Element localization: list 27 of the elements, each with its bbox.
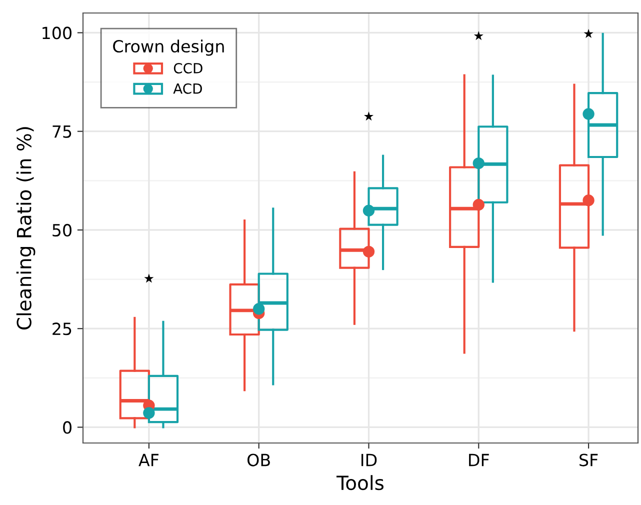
y-axis-title: Cleaning Ratio (in %) (16, 127, 36, 330)
annotation: ★ (584, 28, 594, 38)
point (472, 157, 484, 170)
y-tick-label: 25 (52, 322, 72, 336)
legend-label: ACD (173, 83, 202, 94)
x-tick-label: SF (580, 454, 598, 466)
point (143, 407, 155, 419)
y-tick-label: 75 (52, 126, 72, 138)
x-tick-label: AF (138, 454, 158, 466)
point (252, 303, 265, 315)
x-tick-label: DF (469, 454, 489, 466)
point (362, 246, 375, 258)
point (582, 108, 594, 120)
y-tick-label: 50 (52, 224, 72, 237)
x-tick-label: OB (248, 454, 270, 466)
y-tick-label: 0 (63, 421, 72, 434)
y-tick-label: 100 (42, 26, 72, 40)
point (582, 194, 594, 206)
legend-title: Crown design (113, 40, 224, 56)
x-axis-title: Tools (336, 475, 384, 490)
point (472, 198, 484, 211)
x-tick-label: ID (362, 454, 377, 466)
legend-label: CCD (174, 62, 202, 74)
annotation: ★ (364, 112, 374, 121)
annotation: ★ (144, 274, 154, 283)
annotation: ★ (474, 31, 484, 40)
point (362, 204, 375, 216)
